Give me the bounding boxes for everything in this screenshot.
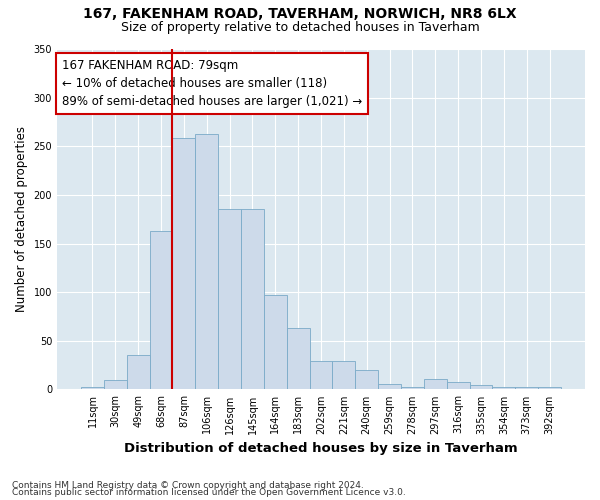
Bar <box>401 386 424 390</box>
Bar <box>287 328 310 390</box>
Bar <box>355 370 378 390</box>
Bar <box>104 380 127 390</box>
Text: 167, FAKENHAM ROAD, TAVERHAM, NORWICH, NR8 6LX: 167, FAKENHAM ROAD, TAVERHAM, NORWICH, N… <box>83 8 517 22</box>
Bar <box>264 295 287 390</box>
Bar <box>470 384 493 390</box>
Bar <box>218 210 241 390</box>
Bar <box>196 134 218 390</box>
Bar <box>424 378 447 390</box>
Bar <box>378 384 401 390</box>
X-axis label: Distribution of detached houses by size in Taverham: Distribution of detached houses by size … <box>124 442 518 455</box>
Text: Size of property relative to detached houses in Taverham: Size of property relative to detached ho… <box>121 21 479 34</box>
Bar <box>241 210 264 390</box>
Bar <box>310 361 332 390</box>
Text: Contains public sector information licensed under the Open Government Licence v3: Contains public sector information licen… <box>12 488 406 497</box>
Bar <box>538 388 561 390</box>
Bar <box>515 388 538 390</box>
Bar <box>447 382 470 390</box>
Y-axis label: Number of detached properties: Number of detached properties <box>15 126 28 312</box>
Bar <box>149 231 172 390</box>
Bar <box>81 388 104 390</box>
Bar <box>493 386 515 390</box>
Bar <box>332 361 355 390</box>
Bar <box>127 356 149 390</box>
Bar <box>172 138 196 390</box>
Text: 167 FAKENHAM ROAD: 79sqm
← 10% of detached houses are smaller (118)
89% of semi-: 167 FAKENHAM ROAD: 79sqm ← 10% of detach… <box>62 59 362 108</box>
Text: Contains HM Land Registry data © Crown copyright and database right 2024.: Contains HM Land Registry data © Crown c… <box>12 480 364 490</box>
